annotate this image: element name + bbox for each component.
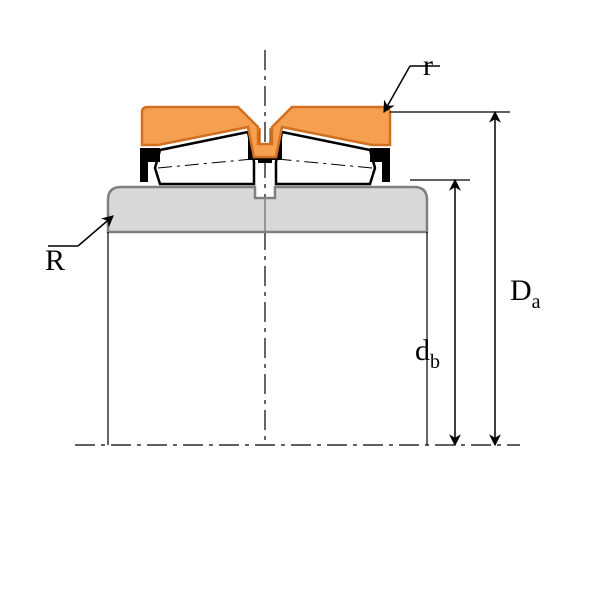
- inner-ring: [108, 187, 427, 232]
- bearing-cross-section: R r Da db: [0, 0, 600, 600]
- label-Da: Da: [510, 274, 541, 313]
- leader-R: [48, 216, 113, 246]
- label-r: r: [423, 49, 433, 82]
- label-R: R: [45, 244, 65, 277]
